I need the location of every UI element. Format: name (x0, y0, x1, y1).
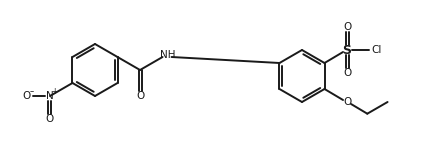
Text: NH: NH (160, 50, 175, 60)
Text: O: O (343, 22, 351, 32)
Text: N: N (46, 91, 54, 101)
Text: O: O (23, 91, 31, 101)
Text: S: S (343, 43, 352, 57)
Text: Cl: Cl (372, 45, 382, 55)
Text: O: O (343, 68, 351, 78)
Text: O: O (46, 114, 54, 124)
Text: O: O (136, 91, 144, 101)
Text: O: O (343, 97, 351, 107)
Text: –: – (30, 88, 34, 97)
Text: +: + (51, 88, 57, 97)
